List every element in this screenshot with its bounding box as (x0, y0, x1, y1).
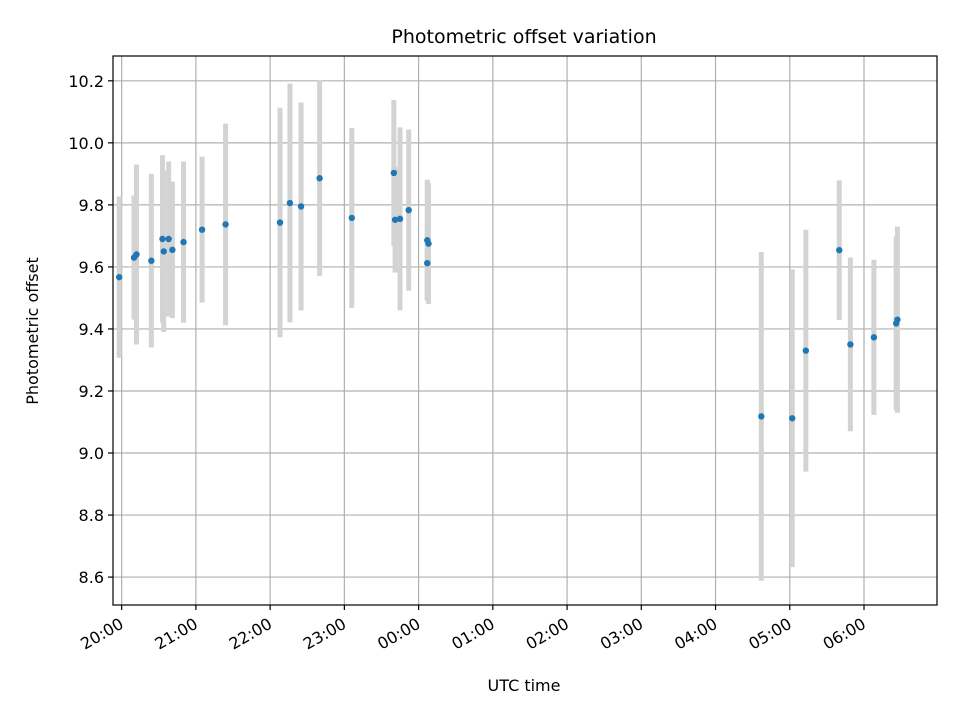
data-point (870, 334, 878, 341)
data-points (115, 169, 901, 422)
data-point (165, 235, 172, 243)
data-point (405, 206, 412, 214)
x-tick-label: 20:00 (77, 614, 126, 654)
data-point (348, 214, 355, 222)
data-point (159, 235, 166, 243)
y-tick-label: 9.6 (79, 258, 104, 277)
y-tick-label: 10.2 (68, 72, 104, 91)
data-point (148, 257, 155, 264)
data-point (424, 259, 431, 267)
x-tick-label: 21:00 (151, 614, 200, 654)
error-bars (116, 80, 900, 581)
data-point (286, 199, 294, 207)
y-tick-label: 9.4 (79, 320, 104, 339)
plot-frame (112, 55, 938, 606)
x-tick-label: 02:00 (523, 614, 572, 654)
x-tick-label: 22:00 (226, 614, 275, 654)
data-point (390, 169, 398, 177)
x-tick-label: 06:00 (820, 614, 869, 654)
y-tick-label: 10.0 (68, 134, 104, 153)
y-tick-label: 8.6 (79, 568, 104, 587)
y-tick-label: 9.8 (79, 196, 104, 215)
grid-lines (113, 56, 937, 605)
y-axis-label: Photometric offset (23, 257, 42, 405)
data-point (425, 240, 432, 247)
data-point (758, 413, 765, 420)
y-tick-label: 8.8 (79, 506, 104, 525)
data-point (180, 238, 187, 246)
y-axis-ticks: 8.6 8.8 9.0 9.2 9.4 9.6 9.8 10.0 10.2 (68, 72, 113, 587)
data-point (802, 347, 810, 354)
x-axis-ticks: 20:00 21:00 22:00 23:00 00:00 01:00 02:00 03:00… (77, 605, 869, 654)
data-point (894, 316, 901, 323)
x-tick-label: 04:00 (671, 614, 720, 654)
x-tick-label: 00:00 (374, 614, 423, 654)
data-point (115, 273, 123, 281)
data-point (391, 216, 399, 223)
data-point (222, 221, 229, 228)
data-point (133, 251, 140, 258)
data-point (297, 203, 305, 210)
x-tick-label: 23:00 (300, 614, 349, 654)
data-point (169, 246, 176, 254)
data-point (396, 215, 404, 223)
data-point (836, 246, 843, 254)
data-point (789, 415, 796, 422)
data-point (276, 219, 284, 226)
y-tick-label: 9.0 (79, 444, 104, 463)
data-point (316, 175, 323, 182)
x-tick-label: 03:00 (597, 614, 646, 654)
data-point (198, 226, 206, 233)
y-tick-label: 9.2 (79, 382, 104, 401)
x-tick-label: 01:00 (448, 614, 497, 654)
x-axis-label: UTC time (488, 676, 561, 695)
data-point (847, 341, 854, 348)
data-point (160, 248, 167, 255)
chart-title: Photometric offset variation (391, 26, 656, 48)
x-tick-label: 05:00 (745, 614, 794, 654)
